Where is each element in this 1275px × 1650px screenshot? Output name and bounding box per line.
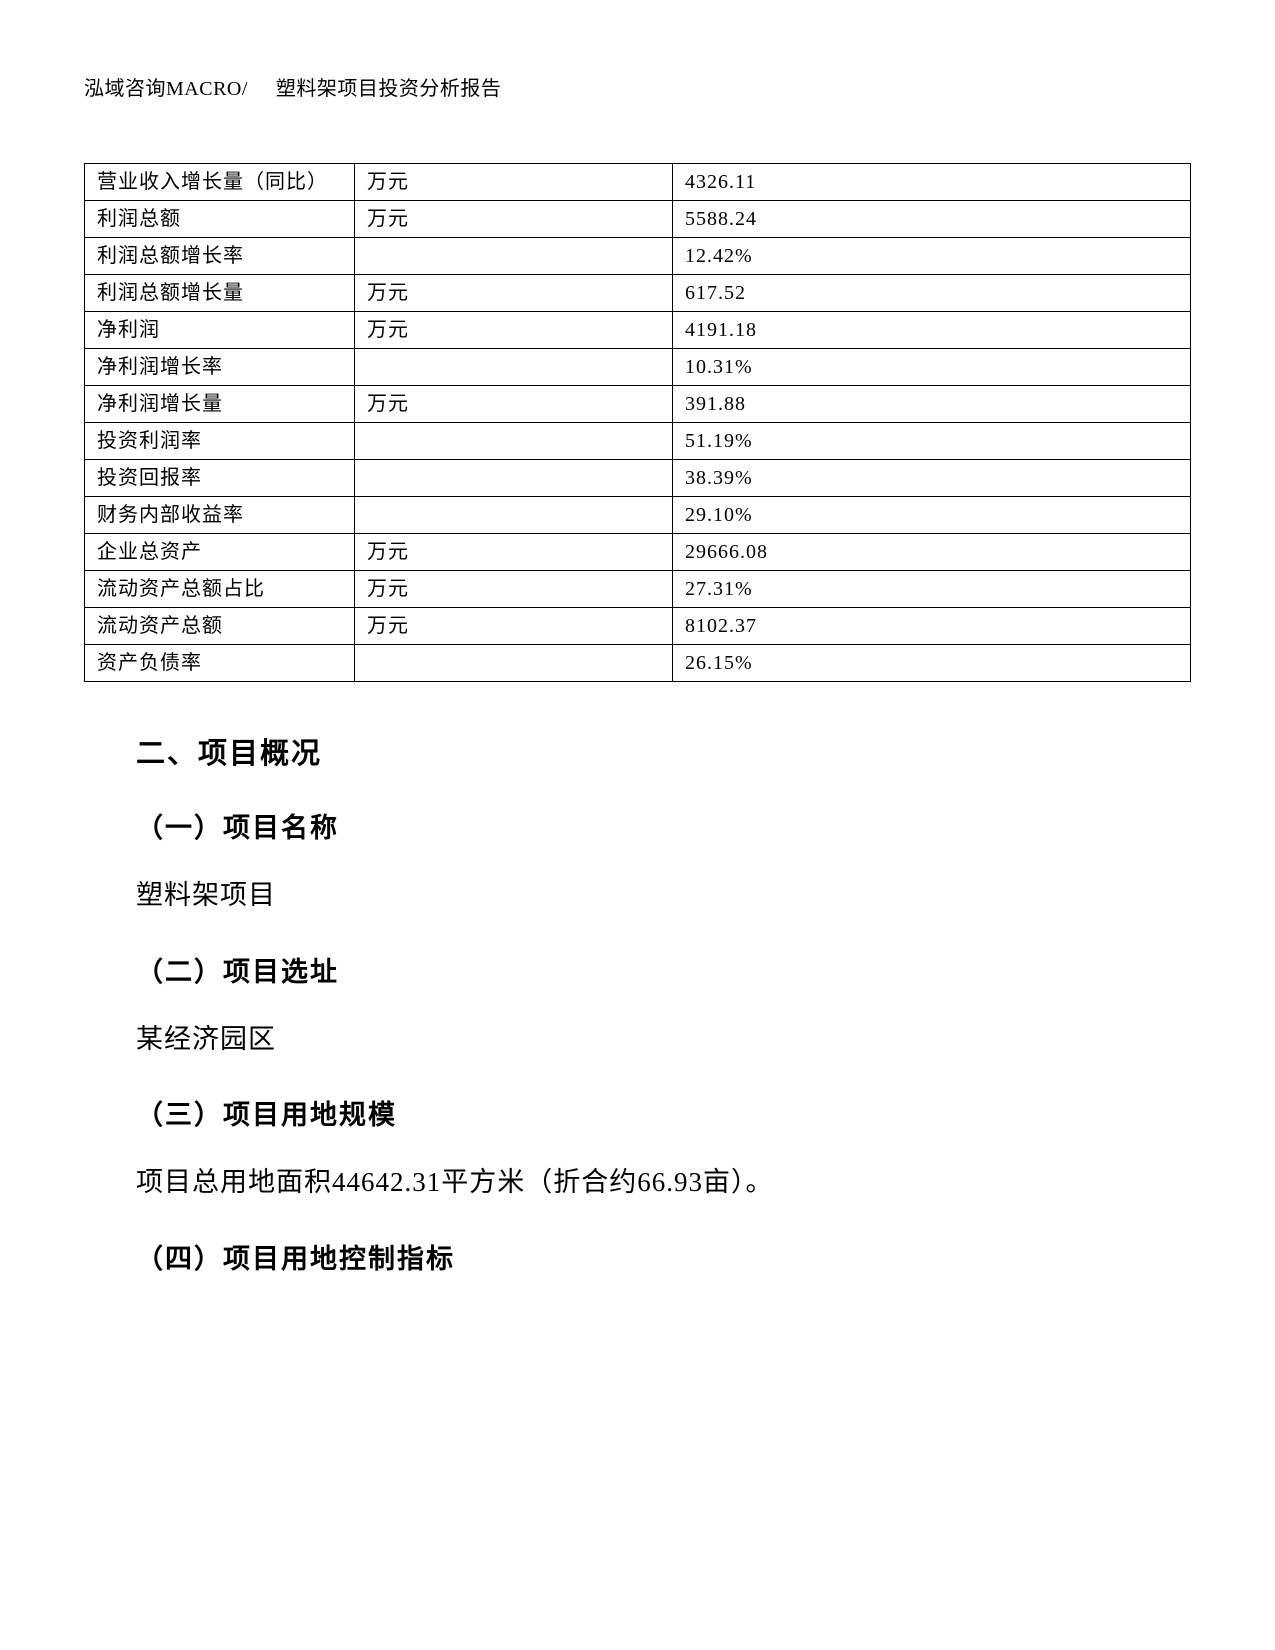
cell-value: 27.31% <box>673 571 1191 608</box>
subsection-title-4: （四）项目用地控制指标 <box>136 1237 1139 1276</box>
cell-unit <box>355 423 673 460</box>
subsection-title-2: （二）项目选址 <box>136 950 1139 989</box>
subsection-body-3: 项目总用地面积44642.31平方米（折合约66.93亩）。 <box>136 1162 1139 1203</box>
cell-label: 流动资产总额 <box>85 608 355 645</box>
cell-value: 10.31% <box>673 349 1191 386</box>
cell-unit: 万元 <box>355 571 673 608</box>
cell-label: 净利润增长率 <box>85 349 355 386</box>
cell-label: 投资回报率 <box>85 460 355 497</box>
table-row: 利润总额 万元 5588.24 <box>85 201 1191 238</box>
cell-unit <box>355 645 673 682</box>
table-row: 流动资产总额占比 万元 27.31% <box>85 571 1191 608</box>
header-right: 塑料架项目投资分析报告 <box>276 78 502 100</box>
table-row: 财务内部收益率 29.10% <box>85 497 1191 534</box>
cell-value: 51.19% <box>673 423 1191 460</box>
cell-label: 企业总资产 <box>85 534 355 571</box>
subsection-body-2: 某经济园区 <box>136 1019 1139 1060</box>
table-row: 营业收入增长量（同比） 万元 4326.11 <box>85 164 1191 201</box>
cell-value: 4326.11 <box>673 164 1191 201</box>
cell-label: 财务内部收益率 <box>85 497 355 534</box>
cell-value: 617.52 <box>673 275 1191 312</box>
cell-value: 26.15% <box>673 645 1191 682</box>
cell-label: 净利润增长量 <box>85 386 355 423</box>
cell-label: 投资利润率 <box>85 423 355 460</box>
cell-unit: 万元 <box>355 608 673 645</box>
cell-unit: 万元 <box>355 164 673 201</box>
table-row: 流动资产总额 万元 8102.37 <box>85 608 1191 645</box>
cell-value: 391.88 <box>673 386 1191 423</box>
cell-label: 利润总额 <box>85 201 355 238</box>
table-row: 利润总额增长率 12.42% <box>85 238 1191 275</box>
cell-value: 12.42% <box>673 238 1191 275</box>
cell-label: 利润总额增长量 <box>85 275 355 312</box>
cell-unit <box>355 349 673 386</box>
header-left: 泓域咨询MACRO/ <box>84 78 248 100</box>
table-row: 净利润增长率 10.31% <box>85 349 1191 386</box>
cell-unit: 万元 <box>355 534 673 571</box>
cell-value: 5588.24 <box>673 201 1191 238</box>
page: 泓域咨询MACRO/塑料架项目投资分析报告 营业收入增长量（同比） 万元 432… <box>0 0 1275 1650</box>
cell-label: 利润总额增长率 <box>85 238 355 275</box>
cell-value: 29.10% <box>673 497 1191 534</box>
cell-label: 营业收入增长量（同比） <box>85 164 355 201</box>
table-row: 资产负债率 26.15% <box>85 645 1191 682</box>
cell-label: 流动资产总额占比 <box>85 571 355 608</box>
cell-unit: 万元 <box>355 201 673 238</box>
table-row: 投资回报率 38.39% <box>85 460 1191 497</box>
cell-value: 8102.37 <box>673 608 1191 645</box>
table-row: 净利润增长量 万元 391.88 <box>85 386 1191 423</box>
cell-value: 29666.08 <box>673 534 1191 571</box>
table-row: 净利润 万元 4191.18 <box>85 312 1191 349</box>
subsection-body-1: 塑料架项目 <box>136 875 1139 916</box>
cell-value: 4191.18 <box>673 312 1191 349</box>
section-heading-2: 二、项目概况 <box>136 730 1139 772</box>
cell-unit <box>355 460 673 497</box>
cell-unit: 万元 <box>355 386 673 423</box>
subsection-title-3: （三）项目用地规模 <box>136 1093 1139 1132</box>
page-header: 泓域咨询MACRO/塑料架项目投资分析报告 <box>84 72 1191 101</box>
cell-label: 资产负债率 <box>85 645 355 682</box>
cell-unit <box>355 238 673 275</box>
table-row: 投资利润率 51.19% <box>85 423 1191 460</box>
cell-label: 净利润 <box>85 312 355 349</box>
cell-unit <box>355 497 673 534</box>
subsection-title-1: （一）项目名称 <box>136 806 1139 845</box>
cell-value: 38.39% <box>673 460 1191 497</box>
body-text: 二、项目概况 （一）项目名称 塑料架项目 （二）项目选址 某经济园区 （三）项目… <box>136 730 1139 1276</box>
financial-table: 营业收入增长量（同比） 万元 4326.11 利润总额 万元 5588.24 利… <box>84 163 1191 682</box>
table-row: 利润总额增长量 万元 617.52 <box>85 275 1191 312</box>
cell-unit: 万元 <box>355 275 673 312</box>
cell-unit: 万元 <box>355 312 673 349</box>
table-row: 企业总资产 万元 29666.08 <box>85 534 1191 571</box>
